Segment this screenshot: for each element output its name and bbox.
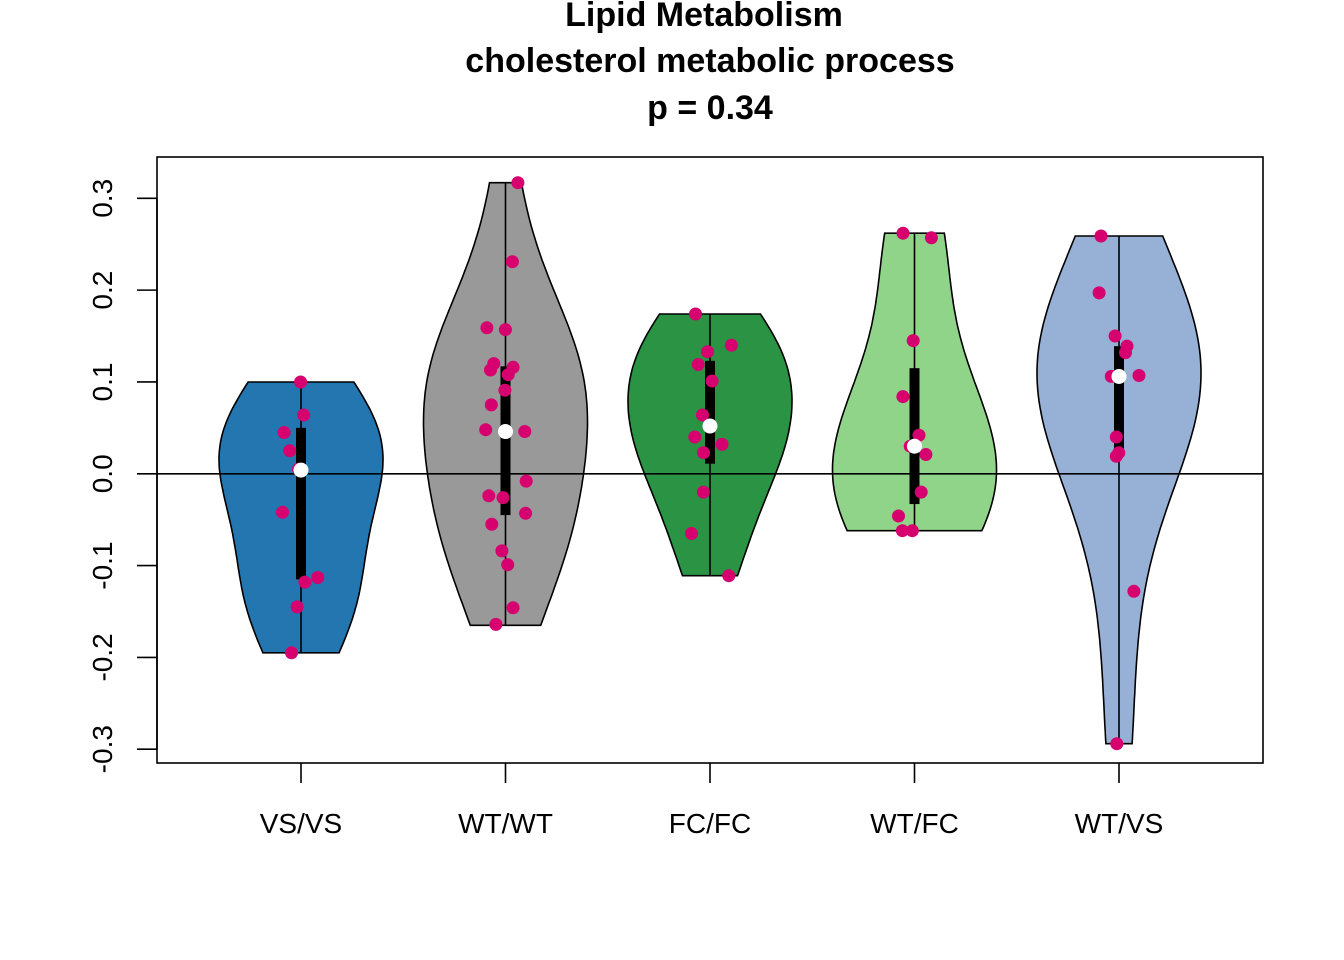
data-point bbox=[511, 176, 525, 190]
data-point bbox=[311, 571, 325, 584]
x-tick-label: WT/VS bbox=[1075, 808, 1164, 839]
data-point bbox=[715, 437, 729, 451]
iqr-box bbox=[705, 360, 715, 464]
y-tick-label: -0.2 bbox=[87, 633, 118, 681]
data-point bbox=[696, 485, 710, 499]
data-point bbox=[1127, 584, 1141, 598]
medians-layer bbox=[293, 368, 1127, 478]
x-tick-label: VS/VS bbox=[260, 808, 342, 839]
iqr-box bbox=[296, 427, 306, 580]
data-point bbox=[724, 338, 738, 352]
y-tick-label: 0.0 bbox=[87, 454, 118, 493]
data-point bbox=[498, 323, 512, 337]
points-layer bbox=[276, 176, 1146, 751]
data-point bbox=[519, 474, 533, 488]
data-point bbox=[285, 646, 298, 660]
data-point bbox=[276, 505, 289, 519]
data-point bbox=[914, 485, 928, 499]
data-point bbox=[294, 375, 308, 389]
data-point bbox=[688, 430, 702, 444]
data-point bbox=[519, 506, 533, 520]
data-point bbox=[1108, 329, 1122, 343]
data-point bbox=[290, 600, 304, 614]
data-point bbox=[482, 489, 496, 503]
data-point bbox=[1109, 449, 1123, 463]
data-point bbox=[277, 426, 291, 439]
data-point bbox=[1110, 737, 1124, 751]
data-point bbox=[479, 423, 493, 437]
iqr-box bbox=[500, 366, 511, 516]
data-point bbox=[691, 358, 705, 371]
y-tick-label: 0.2 bbox=[87, 271, 118, 310]
data-point bbox=[480, 321, 494, 335]
median-dot bbox=[1111, 368, 1127, 384]
data-point bbox=[501, 558, 515, 572]
data-point bbox=[697, 446, 710, 460]
data-point bbox=[505, 255, 519, 269]
data-point bbox=[1094, 229, 1108, 243]
data-point bbox=[485, 517, 499, 531]
data-point bbox=[1109, 430, 1123, 444]
data-point bbox=[689, 307, 702, 321]
boxes-layer bbox=[296, 182, 1124, 744]
data-point bbox=[1132, 369, 1146, 382]
data-point bbox=[905, 524, 919, 538]
plot-frame bbox=[156, 156, 1264, 764]
chart-title: Lipid Metabolism cholesterol metabolic p… bbox=[465, 0, 954, 127]
data-point bbox=[495, 544, 509, 558]
data-point bbox=[892, 509, 905, 523]
median-dot bbox=[498, 424, 513, 440]
title-line-3: p = 0.34 bbox=[647, 89, 773, 127]
data-point bbox=[924, 231, 938, 245]
data-point bbox=[518, 425, 532, 438]
y-tick-label: 0.1 bbox=[87, 363, 118, 402]
data-point bbox=[1119, 346, 1132, 360]
x-tick-label: FC/FC bbox=[669, 808, 751, 839]
data-point bbox=[484, 398, 498, 412]
data-point bbox=[919, 448, 933, 461]
data-point bbox=[912, 428, 926, 442]
data-point bbox=[895, 524, 909, 538]
data-point bbox=[506, 601, 520, 615]
data-point bbox=[696, 408, 709, 422]
median-dot bbox=[907, 438, 922, 454]
x-tick-label: WT/WT bbox=[458, 808, 553, 839]
data-point bbox=[685, 527, 698, 540]
data-point bbox=[896, 390, 910, 404]
y-tick-label: -0.1 bbox=[87, 541, 118, 589]
data-point bbox=[896, 226, 910, 240]
y-tick-label: -0.3 bbox=[87, 725, 118, 773]
data-point bbox=[705, 374, 719, 388]
data-point bbox=[496, 491, 510, 505]
data-point bbox=[489, 617, 503, 631]
median-dot bbox=[293, 462, 309, 478]
title-line-1: Lipid Metabolism bbox=[565, 0, 843, 34]
title-line-2: cholesterol metabolic process bbox=[465, 42, 954, 80]
data-point bbox=[1092, 286, 1106, 300]
data-point bbox=[501, 368, 515, 382]
data-point bbox=[498, 383, 512, 397]
y-tick-label: 0.3 bbox=[87, 179, 118, 218]
data-point bbox=[297, 408, 311, 422]
data-point bbox=[906, 334, 920, 348]
x-tick-label: WT/FC bbox=[870, 808, 959, 839]
data-point bbox=[701, 345, 715, 359]
data-point bbox=[722, 569, 736, 583]
iqr-box bbox=[1114, 346, 1124, 455]
data-point bbox=[298, 575, 312, 589]
data-point bbox=[484, 363, 497, 377]
median-dot bbox=[702, 418, 718, 434]
data-point bbox=[283, 444, 297, 458]
